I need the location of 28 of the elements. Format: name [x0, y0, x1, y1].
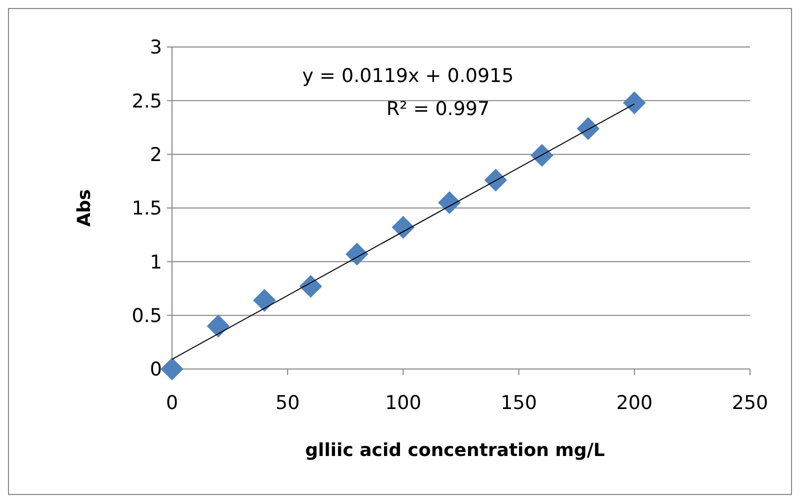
- y-tick-label: 0.5: [132, 304, 162, 327]
- x-tick-label: 50: [276, 392, 300, 414]
- annotation: y = 0.0119x + 0.0915: [302, 65, 514, 87]
- x-tick-label: 100: [385, 392, 422, 414]
- point: [253, 288, 276, 312]
- x-tick-label: 0: [166, 392, 178, 414]
- point: [438, 191, 461, 214]
- point: [160, 358, 184, 380]
- y-tick-label: 1: [150, 251, 162, 274]
- y-tick-label: 2.5: [132, 90, 162, 112]
- point: [299, 274, 322, 298]
- y-tick-label: 2: [150, 144, 162, 166]
- point: [576, 117, 600, 140]
- x-axis-title: glliic acid concentration mg/L: [305, 440, 605, 461]
- point: [206, 314, 230, 338]
- point: [346, 242, 368, 266]
- point: [484, 168, 508, 192]
- y-axis-title: Abs: [74, 189, 95, 227]
- y-tick-label: 0: [150, 358, 162, 381]
- x-tick-label: 200: [616, 392, 653, 414]
- point: [530, 144, 554, 167]
- annotation: R² = 0.997: [386, 98, 490, 120]
- point: [392, 216, 415, 239]
- x-tick-label: 250: [732, 392, 768, 414]
- point: [623, 91, 646, 114]
- y-tick-label: 3: [150, 36, 162, 59]
- y-tick-label: 1.5: [132, 198, 162, 220]
- x-tick-label: 150: [500, 392, 537, 414]
